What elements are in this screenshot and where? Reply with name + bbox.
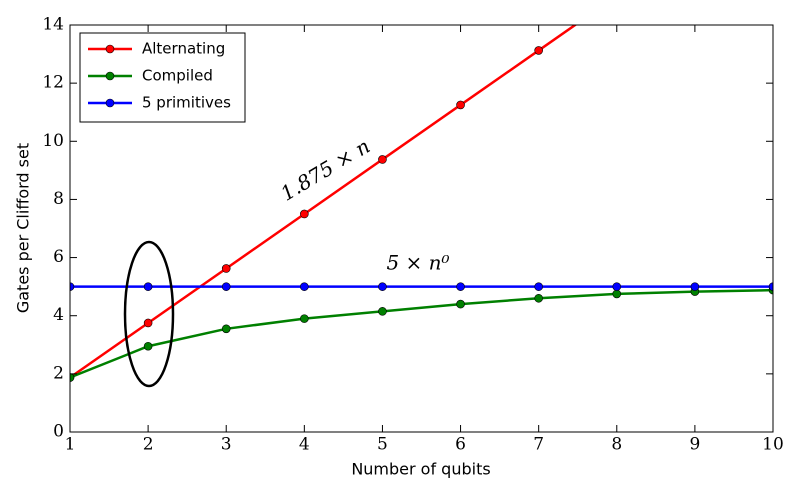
marker [300, 282, 309, 291]
marker [612, 282, 622, 291]
x-tick-label: 3 [221, 435, 232, 455]
marker [690, 282, 700, 291]
marker [221, 324, 231, 334]
y-tick-label: 4 [53, 305, 64, 325]
marker [70, 282, 75, 291]
x-tick-label: 6 [455, 435, 466, 455]
marker [70, 373, 75, 382]
x-tick-label: 10 [762, 435, 784, 455]
legend-label: Alternating [142, 40, 225, 58]
marker [378, 155, 387, 164]
annotation: 5 × n⁰ [386, 251, 449, 275]
annotation: 1.875 × n [276, 134, 374, 206]
legend-label: Compiled [142, 67, 213, 85]
marker [300, 314, 309, 323]
y-tick-label: 14 [42, 15, 64, 35]
legend-marker [105, 44, 115, 54]
x-tick-label: 4 [299, 435, 310, 455]
y-tick-label: 0 [53, 422, 64, 442]
y-tick-label: 8 [53, 189, 64, 209]
x-tick-label: 8 [611, 435, 622, 455]
marker [456, 282, 465, 291]
marker [221, 264, 231, 273]
x-tick-label: 5 [377, 435, 388, 455]
plot-frame [69, 24, 774, 433]
marker [143, 318, 153, 328]
marker [534, 46, 543, 55]
x-tick-label: 2 [143, 435, 154, 455]
marker [534, 293, 543, 303]
x-axis-label: Number of qubits [351, 460, 490, 479]
marker [768, 282, 773, 291]
x-tick-label: 1 [65, 435, 76, 455]
legend-marker [105, 98, 115, 108]
marker [300, 209, 309, 219]
legend-label: 5 primitives [142, 94, 231, 112]
y-tick-label: 2 [53, 363, 64, 383]
marker [612, 289, 622, 299]
legend-marker [105, 71, 115, 81]
marker [143, 341, 153, 351]
marker [456, 299, 465, 309]
marker [378, 282, 387, 291]
x-tick-label: 9 [689, 435, 700, 455]
y-axis-label: Gates per Clifford set [14, 143, 33, 313]
marker [143, 282, 153, 291]
y-tick-label: 12 [42, 73, 64, 93]
marker [456, 100, 465, 110]
line [70, 288, 773, 379]
line [70, 25, 578, 379]
y-tick-label: 10 [42, 131, 64, 151]
marker [534, 282, 543, 291]
y-tick-label: 6 [53, 247, 64, 267]
marker [378, 307, 387, 316]
plot-area [70, 25, 773, 382]
highlight-ellipse [123, 240, 175, 388]
x-tick-label: 7 [533, 435, 544, 455]
marker [221, 282, 231, 291]
